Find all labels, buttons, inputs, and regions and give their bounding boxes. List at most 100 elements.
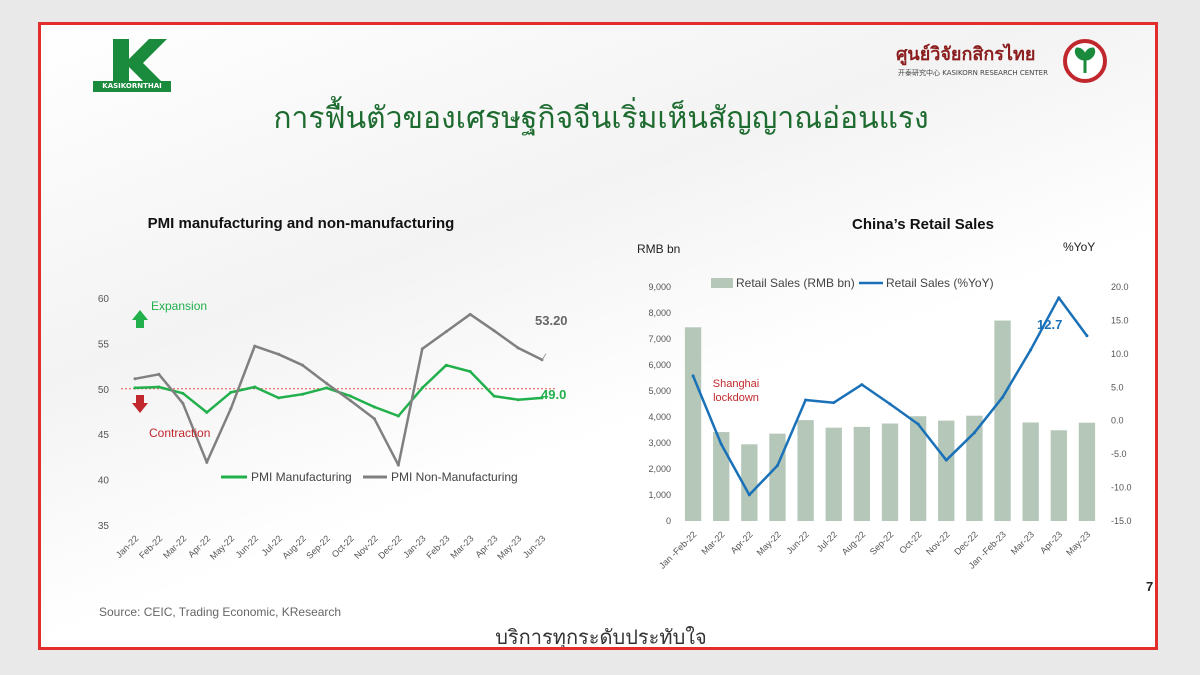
rs-right-tick: 5.0 bbox=[1111, 382, 1124, 392]
pmi-manufacturing-point bbox=[372, 405, 376, 409]
pmi-manufacturing-point bbox=[205, 410, 209, 414]
rs-x-tick: Nov-22 bbox=[924, 529, 952, 557]
rs-right-tick: -15.0 bbox=[1111, 516, 1132, 526]
pmi-manufacturing-point bbox=[277, 396, 281, 400]
pmi-non-manufacturing-point bbox=[133, 377, 137, 381]
pmi-manufacturing-point bbox=[420, 386, 424, 390]
contraction-label: Contraction bbox=[149, 426, 210, 440]
right-axis-unit: %YoY bbox=[1063, 240, 1095, 254]
contraction-arrow-icon bbox=[132, 395, 148, 413]
pmi-y-tick: 50 bbox=[98, 385, 110, 396]
retail-yoy-point bbox=[775, 464, 779, 468]
retail-sales-chart: China’s Retail Sales RMB bn %YoY 0 1,000 2… bbox=[637, 216, 1132, 571]
rs-left-tick: 9,000 bbox=[648, 282, 671, 292]
rs-right-tick: -5.0 bbox=[1111, 449, 1127, 459]
legend-non-mfg-label: PMI Non-Manufacturing bbox=[391, 470, 518, 484]
rs-right-tick: 20.0 bbox=[1111, 282, 1129, 292]
rs-right-tick: 10.0 bbox=[1111, 349, 1129, 359]
page-title: การฟื้นตัวของเศรษฐกิจจีนเริ่มเห็นสัญญาณอ… bbox=[273, 101, 929, 136]
retail-chart-title: China’s Retail Sales bbox=[852, 216, 994, 233]
rs-x-tick: Apr-22 bbox=[729, 529, 755, 555]
rs-left-tick: 0 bbox=[666, 516, 671, 526]
retail-sales-bar bbox=[825, 427, 842, 521]
pmi-manufacturing-point bbox=[157, 385, 161, 389]
pmi-non-manufacturing-point bbox=[325, 381, 329, 385]
pmi-non-manufacturing-point bbox=[205, 460, 209, 464]
kbank-emblem-icon bbox=[1063, 39, 1107, 83]
rs-right-tick: -10.0 bbox=[1111, 483, 1132, 493]
rs-left-tick: 5,000 bbox=[648, 386, 671, 396]
expansion-label: Expansion bbox=[151, 299, 207, 313]
pmi-non-manufacturing-point bbox=[372, 417, 376, 421]
kasikornthai-logo bbox=[113, 39, 167, 87]
pmi-manufacturing-point bbox=[348, 394, 352, 398]
retail-sales-bar bbox=[909, 416, 927, 521]
pmi-y-tick: 40 bbox=[98, 476, 110, 487]
pmi-manufacturing-point bbox=[325, 386, 329, 390]
rs-x-tick: Mar-22 bbox=[699, 529, 726, 556]
retail-yoy-point bbox=[1029, 348, 1033, 352]
retail-yoy-point bbox=[1085, 334, 1089, 338]
pmi-manufacturing-point bbox=[540, 396, 544, 400]
pmi-non-manufacturing-point bbox=[492, 329, 496, 333]
retail-yoy-point bbox=[1001, 395, 1005, 399]
pmi-non-manufacturing-point bbox=[253, 344, 257, 348]
rs-right-tick: 0.0 bbox=[1111, 416, 1124, 426]
pmi-non-manufacturing-line bbox=[134, 313, 543, 467]
pmi-non-manufacturing-point bbox=[444, 330, 448, 334]
rs-x-tick: Aug-22 bbox=[840, 529, 868, 557]
rs-left-tick: 7,000 bbox=[648, 334, 671, 344]
pmi-manufacturing-point bbox=[444, 363, 448, 367]
retail-sales-bar bbox=[853, 426, 871, 521]
retail-sales-bar bbox=[966, 415, 983, 521]
retail-sales-bar bbox=[1078, 422, 1096, 521]
background-shading bbox=[41, 25, 1155, 647]
rs-x-tick: Sep-22 bbox=[868, 529, 896, 557]
pmi-manufacturing-point bbox=[229, 390, 233, 394]
pmi-non-manufacturing-point bbox=[181, 401, 185, 405]
pmi-manufacturing-point bbox=[492, 394, 496, 398]
pmi-label-leader bbox=[541, 353, 547, 361]
rs-x-tick: May-23 bbox=[1064, 529, 1092, 557]
kasikornthai-logo-text: KASIKORNTHAI bbox=[93, 81, 171, 92]
retail-yoy-point bbox=[860, 383, 864, 387]
rs-x-tick: Apr-23 bbox=[1038, 529, 1064, 555]
rs-x-tick: Oct-22 bbox=[897, 529, 923, 555]
rs-x-tick: Jul-22 bbox=[815, 529, 839, 553]
legend-bar-swatch bbox=[711, 278, 733, 288]
research-center-subtitle: 开泰研究中心 KASIKORN RESEARCH CENTER bbox=[898, 69, 1048, 77]
pmi-manufacturing-point bbox=[301, 392, 305, 396]
retail-yoy-point bbox=[1057, 296, 1061, 300]
rs-x-tick: Jan -Feb-22 bbox=[657, 529, 698, 570]
page-number: 7 bbox=[1146, 579, 1154, 594]
pmi-manufacturing-point bbox=[181, 391, 185, 395]
retail-yoy-point bbox=[916, 422, 920, 426]
retail-yoy-point bbox=[832, 401, 836, 405]
source-note: Source: CEIC, Trading Economic, KResearc… bbox=[99, 605, 342, 619]
pmi-chart-title: PMI manufacturing and non-manufacturing bbox=[148, 215, 455, 232]
pmi-manufacturing-point bbox=[396, 414, 400, 418]
rs-x-tick: Jun-22 bbox=[784, 529, 811, 556]
rs-left-tick: 8,000 bbox=[648, 308, 671, 318]
rs-left-tick: 3,000 bbox=[648, 438, 671, 448]
retail-yoy-point bbox=[972, 431, 976, 435]
pmi-non-manufacturing-point bbox=[348, 399, 352, 403]
retail-yoy-point bbox=[944, 458, 948, 462]
slide: KASIKORNTHAI ศูนย์วิจัยกสิกรไทย 开泰研究中心 K… bbox=[38, 22, 1158, 650]
pmi-non-manufacturing-point bbox=[420, 347, 424, 351]
retail-yoy-point bbox=[719, 442, 723, 446]
retail-yoy-point bbox=[691, 374, 695, 378]
retail-sales-bar bbox=[713, 432, 730, 521]
pmi-manufacturing-point bbox=[468, 370, 472, 374]
pmi-y-tick: 55 bbox=[98, 339, 110, 350]
retail-sales-bar bbox=[1022, 422, 1039, 521]
rs-left-tick: 6,000 bbox=[648, 360, 671, 370]
expansion-arrow-icon bbox=[132, 310, 148, 328]
tagline: บริการทุกระดับประทับใจ bbox=[495, 625, 707, 649]
pmi-non-manufacturing-point bbox=[277, 352, 281, 356]
legend-line-label: Retail Sales (%YoY) bbox=[886, 276, 994, 290]
shanghai-lockdown-label: Shanghai lockdown bbox=[713, 378, 760, 404]
pmi-non-manufacturing-point bbox=[516, 346, 520, 350]
legend-bar-label: Retail Sales (RMB bn) bbox=[736, 276, 855, 290]
research-center-title: ศูนย์วิจัยกสิกรไทย bbox=[896, 44, 1036, 65]
